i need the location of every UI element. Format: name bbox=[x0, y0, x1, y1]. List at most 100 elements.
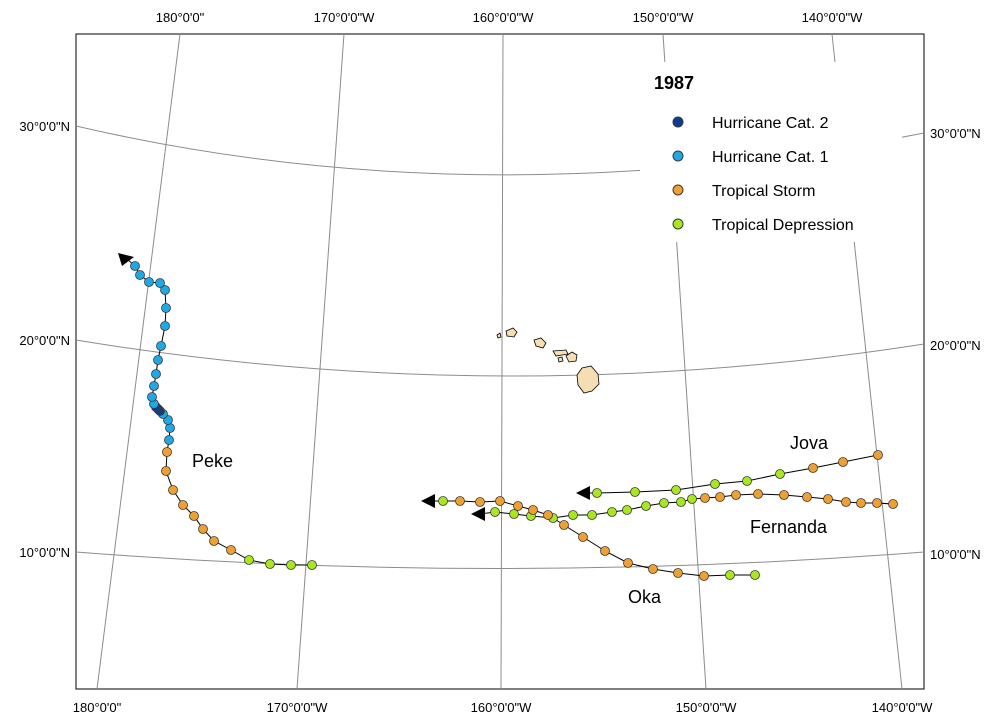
track-point-peke-26 bbox=[161, 303, 171, 313]
lat-label-right-10n: 10°0'0"N bbox=[930, 547, 981, 562]
longitude-line-180 bbox=[96, 33, 181, 690]
track-point-jova-1 bbox=[838, 457, 848, 467]
legend-title: 1987 bbox=[654, 73, 694, 93]
lon-label-top-160w: 160°0'0"W bbox=[473, 10, 534, 25]
lat-label-left-30n: 30°0'0"N bbox=[19, 119, 70, 134]
track-point-fernanda-21 bbox=[509, 509, 519, 519]
track-point-peke-4 bbox=[226, 545, 236, 555]
storm-track-points bbox=[130, 261, 898, 581]
legend-label-ts: Tropical Storm bbox=[712, 183, 815, 200]
track-point-fernanda-18 bbox=[568, 510, 578, 520]
longitude-line-160w bbox=[500, 33, 504, 690]
legend-label-td: Tropical Depression bbox=[712, 217, 854, 234]
track-point-peke-3 bbox=[244, 555, 254, 565]
graticule bbox=[75, 33, 925, 690]
track-point-oka-1 bbox=[725, 570, 735, 580]
track-point-jova-3 bbox=[775, 469, 785, 479]
track-point-peke-20 bbox=[147, 392, 157, 402]
island-kauai bbox=[505, 327, 518, 338]
track-point-peke-13 bbox=[165, 423, 175, 433]
island-hawaii bbox=[576, 365, 600, 394]
track-point-oka-7 bbox=[578, 532, 588, 542]
track-point-peke-25 bbox=[160, 321, 170, 331]
arrow-icon-fernanda bbox=[471, 507, 485, 521]
track-point-oka-6 bbox=[600, 546, 610, 556]
latitude-line-10n bbox=[75, 551, 925, 569]
track-point-fernanda-2 bbox=[856, 498, 866, 508]
track-point-oka-11 bbox=[513, 501, 523, 511]
track-point-fernanda-0 bbox=[888, 499, 898, 509]
island-lanai bbox=[557, 356, 564, 363]
lat-label-right-20n: 20°0'0"N bbox=[930, 338, 981, 353]
track-point-peke-28 bbox=[155, 278, 165, 288]
storm-label-fernanda: Fernanda bbox=[750, 517, 828, 537]
track-point-peke-0 bbox=[307, 560, 317, 570]
track-point-oka-9 bbox=[543, 510, 553, 520]
legend-dot-icon-td bbox=[672, 218, 684, 230]
axis-labels: 180°0'0" 170°0'0"W 160°0'0"W 150°0'0"W 1… bbox=[19, 10, 980, 715]
hawaiian-islands bbox=[496, 327, 600, 394]
arrow-icon-peke bbox=[118, 253, 134, 266]
track-point-peke-29 bbox=[144, 277, 154, 287]
lon-label-bottom-180: 180°0'0" bbox=[73, 700, 122, 715]
track-point-peke-8 bbox=[178, 500, 188, 510]
track-point-fernanda-13 bbox=[659, 498, 669, 508]
island-molokai bbox=[552, 349, 569, 357]
arrow-icon-jova bbox=[576, 486, 590, 500]
lat-label-left-20n: 20°0'0"N bbox=[19, 333, 70, 348]
lon-label-top-150w: 150°0'0"W bbox=[633, 10, 694, 25]
track-point-fernanda-1 bbox=[872, 498, 882, 508]
track-point-oka-10 bbox=[528, 505, 538, 515]
track-point-jova-7 bbox=[630, 487, 640, 497]
track-point-fernanda-12 bbox=[676, 497, 686, 507]
track-point-fernanda-16 bbox=[607, 507, 617, 517]
track-point-peke-2 bbox=[265, 559, 275, 569]
legend-label-cat1: Hurricane Cat. 1 bbox=[712, 149, 829, 166]
legend: 1987 Hurricane Cat. 2 Hurricane Cat. 1 T… bbox=[654, 73, 854, 234]
track-point-fernanda-22 bbox=[490, 507, 500, 517]
legend-label-cat2: Hurricane Cat. 2 bbox=[712, 115, 829, 132]
track-point-jova-6 bbox=[671, 485, 681, 495]
island-maui bbox=[565, 351, 578, 363]
arrow-icon-oka bbox=[421, 494, 435, 508]
track-point-peke-7 bbox=[189, 511, 199, 521]
track-point-peke-27 bbox=[160, 285, 170, 295]
island-oahu bbox=[533, 337, 547, 349]
lon-label-top-140w: 140°0'0"W bbox=[802, 10, 863, 25]
direction-arrows bbox=[118, 253, 590, 521]
storm-label-oka: Oka bbox=[628, 587, 662, 607]
track-point-fernanda-8 bbox=[731, 490, 741, 500]
track-point-fernanda-3 bbox=[841, 497, 851, 507]
track-point-oka-3 bbox=[673, 568, 683, 578]
track-point-peke-31 bbox=[130, 261, 140, 271]
lat-label-left-10n: 10°0'0"N bbox=[19, 545, 70, 560]
track-point-fernanda-5 bbox=[802, 492, 812, 502]
track-point-fernanda-17 bbox=[587, 510, 597, 520]
track-line-jova bbox=[585, 454, 879, 494]
legend-dot-icon-ts bbox=[672, 184, 684, 196]
track-point-oka-8 bbox=[559, 520, 569, 530]
track-point-peke-30 bbox=[135, 270, 145, 280]
track-point-fernanda-14 bbox=[641, 501, 651, 511]
lon-label-bottom-140w: 140°0'0"W bbox=[872, 700, 933, 715]
track-point-jova-2 bbox=[808, 463, 818, 473]
latitude-line-20n bbox=[75, 339, 925, 377]
track-point-peke-23 bbox=[153, 355, 163, 365]
track-point-oka-0 bbox=[750, 570, 760, 580]
track-point-jova-5 bbox=[710, 479, 720, 489]
track-point-jova-4 bbox=[742, 476, 752, 486]
track-point-peke-24 bbox=[156, 341, 166, 351]
track-point-jova-0 bbox=[873, 450, 883, 460]
lon-label-bottom-160w: 160°0'0"W bbox=[471, 700, 532, 715]
track-point-peke-9 bbox=[168, 485, 178, 495]
lon-label-bottom-150w: 150°0'0"W bbox=[676, 700, 737, 715]
track-point-oka-13 bbox=[475, 497, 485, 507]
legend-dot-icon-cat1 bbox=[672, 150, 684, 162]
track-point-fernanda-11 bbox=[687, 494, 697, 504]
storm-label-peke: Peke bbox=[192, 451, 233, 471]
track-point-oka-2 bbox=[699, 571, 709, 581]
legend-background bbox=[640, 62, 902, 242]
longitude-line-170w bbox=[296, 33, 345, 690]
lon-label-top-170w: 170°0'0"W bbox=[314, 10, 375, 25]
island-niihau bbox=[496, 332, 502, 339]
